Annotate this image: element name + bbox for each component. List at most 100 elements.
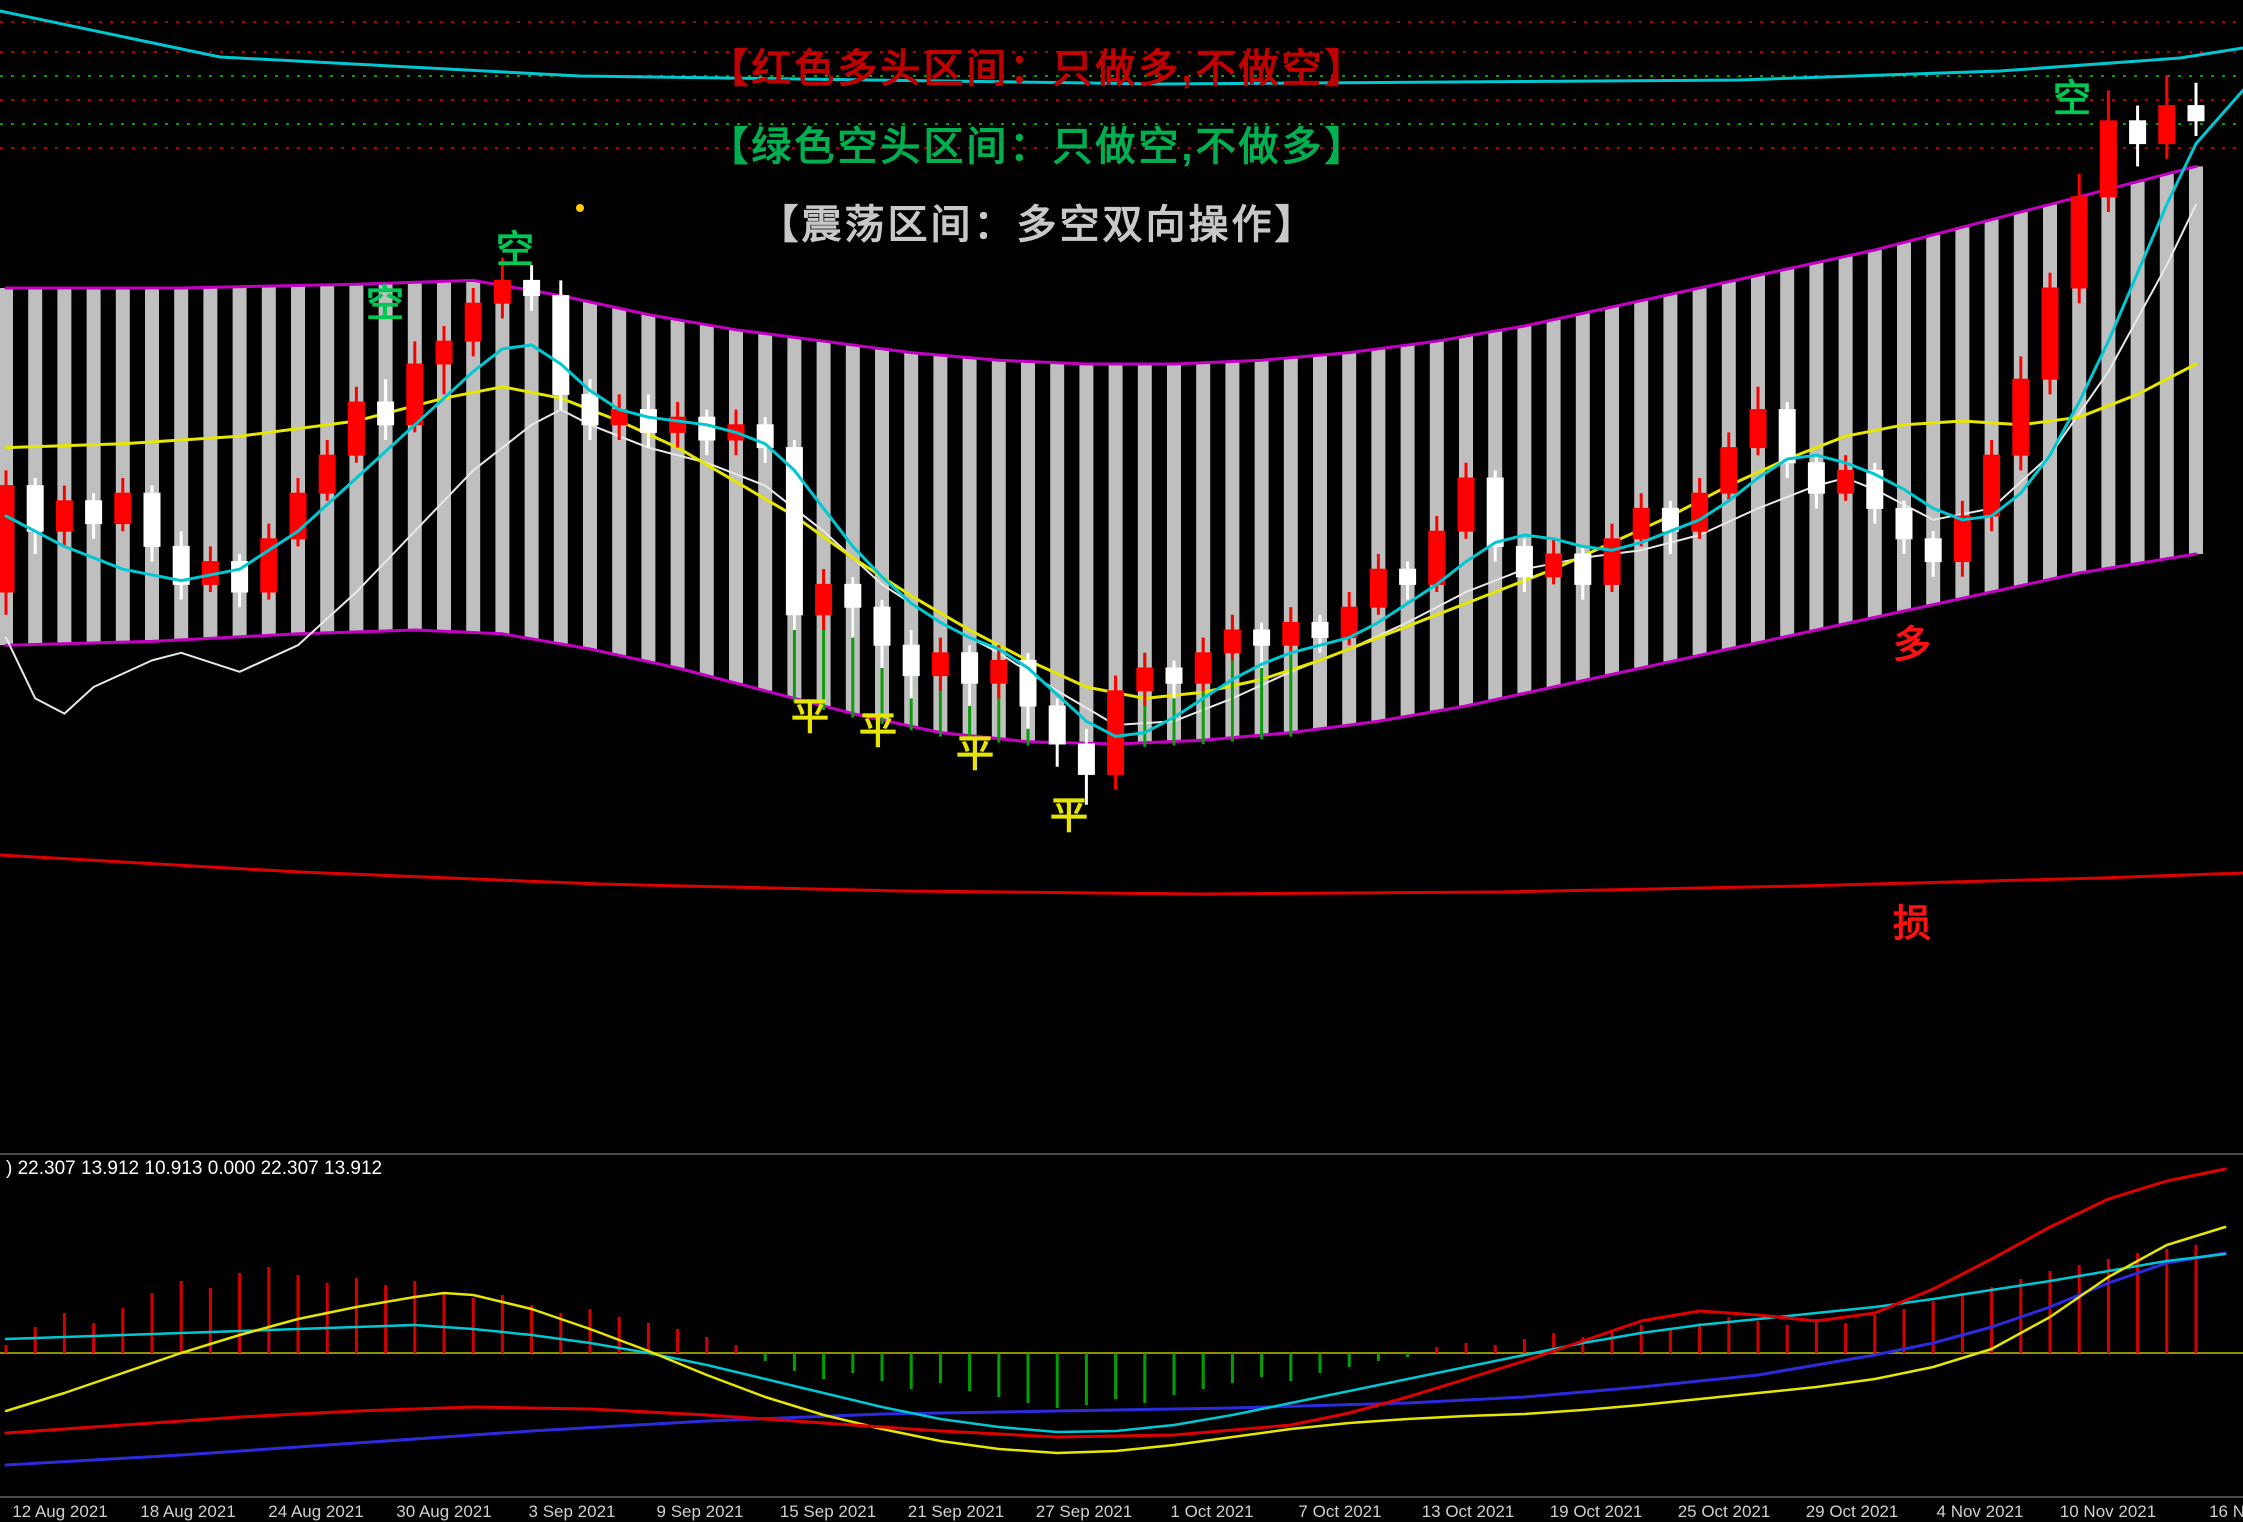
- zone-label: 损: [1892, 903, 1932, 946]
- band-bar: [1867, 250, 1882, 618]
- zone-label: 平: [1049, 795, 1089, 838]
- date-label: 13 Oct 2021: [1421, 1502, 1515, 1521]
- band-bar: [1313, 355, 1327, 729]
- band-bar: [1108, 364, 1123, 744]
- candle: [2158, 105, 2176, 145]
- candle: [26, 485, 44, 532]
- band-bar: [845, 345, 860, 714]
- band-bar: [729, 329, 743, 684]
- candle: [990, 659, 1008, 684]
- candle: [1983, 454, 2001, 517]
- date-label: 21 Sep 2021: [907, 1502, 1005, 1521]
- band-bar: [437, 281, 451, 632]
- date-label: 12 Aug 2021: [12, 1502, 108, 1521]
- candle: [902, 644, 920, 677]
- candle: [1077, 743, 1095, 775]
- band-bar: [378, 283, 393, 631]
- band-bar: [407, 282, 422, 630]
- candle: [1603, 538, 1621, 585]
- candle: [493, 279, 511, 304]
- date-label: 18 Aug 2021: [140, 1502, 236, 1521]
- date-label: 7 Oct 2021: [1298, 1502, 1382, 1521]
- ma-yellow: [4, 362, 2198, 700]
- candle: [2070, 196, 2088, 289]
- indicator-line-blue: [4, 1251, 2227, 1467]
- band-bar: [1021, 361, 1035, 742]
- band-bar: [1196, 362, 1211, 741]
- annotation-bear-zone: 【绿色空头区间：只做空,不做多】: [708, 125, 1368, 169]
- band-bar: [291, 285, 305, 634]
- candle: [1866, 469, 1884, 509]
- candle: [581, 393, 599, 426]
- candle: [1778, 409, 1796, 464]
- annotation-range-zone: 【震荡区间：多空双向操作】: [758, 203, 1318, 247]
- candle: [464, 302, 482, 342]
- date-label: 27 Sep 2021: [1035, 1502, 1133, 1521]
- zone-label: 空: [365, 283, 405, 326]
- candle: [1924, 538, 1942, 563]
- candle: [1486, 477, 1504, 547]
- band-bar: [1692, 288, 1707, 656]
- candle: [1545, 553, 1563, 578]
- date-label: 4 Nov 2021: [1936, 1502, 2024, 1521]
- candle: [1223, 629, 1241, 654]
- candle: [1457, 477, 1475, 532]
- band-bar: [1371, 348, 1386, 722]
- band-bar: [1342, 352, 1357, 725]
- date-label: 24 Aug 2021: [268, 1502, 364, 1521]
- band-bar: [583, 301, 597, 649]
- band-bar: [2130, 181, 2145, 564]
- candle: [1720, 447, 1738, 494]
- band-bar: [1517, 326, 1532, 694]
- band-bar: [1167, 364, 1181, 742]
- candle: [347, 401, 365, 456]
- date-label: 3 Sep 2021: [528, 1502, 616, 1521]
- band-bar: [1634, 300, 1649, 668]
- candle: [1632, 507, 1650, 540]
- zone-label: 多: [1892, 624, 1932, 667]
- band-bar: [670, 319, 685, 668]
- band-bar: [1955, 227, 1970, 599]
- date-label: 25 Oct 2021: [1677, 1502, 1771, 1521]
- date-label: 9 Sep 2021: [656, 1502, 744, 1521]
- band-bar: [145, 288, 159, 642]
- candle: [2187, 105, 2205, 122]
- band-bar: [612, 308, 627, 656]
- candle: [2012, 378, 2030, 456]
- candle: [2129, 120, 2147, 145]
- annotation-bull-zone: 【红色多头区间：只做多,不做空】: [708, 47, 1368, 91]
- band-bar: [699, 324, 714, 676]
- band-bar: [57, 288, 72, 644]
- candle: [1691, 492, 1709, 532]
- signal-dot: [576, 204, 584, 212]
- date-label: 16 Nov: [2209, 1502, 2243, 1521]
- candle: [815, 583, 833, 616]
- band-bar: [1984, 219, 1999, 592]
- candle: [1895, 507, 1913, 540]
- band-bar: [1050, 362, 1065, 743]
- candle: [639, 409, 657, 433]
- candle: [406, 363, 424, 426]
- candle: [435, 340, 453, 365]
- date-label: 29 Oct 2021: [1805, 1502, 1899, 1521]
- band-bar: [2072, 196, 2087, 574]
- date-label: 1 Oct 2021: [1170, 1502, 1254, 1521]
- band-bar: [1400, 345, 1415, 717]
- candle: [523, 279, 541, 297]
- band-bar: [2159, 174, 2174, 559]
- candle: [1194, 652, 1212, 684]
- band-bar: [495, 285, 510, 634]
- zone-label: 空: [2052, 78, 2092, 121]
- candle: [1282, 621, 1300, 646]
- indicator-values-text: ) 22.307 13.912 10.913 0.000 22.307 13.9…: [6, 1158, 383, 1179]
- band-bar: [2101, 189, 2116, 569]
- candle: [552, 295, 570, 395]
- date-label: 10 Nov 2021: [2059, 1502, 2157, 1521]
- band-bar: [904, 352, 919, 727]
- band-bar: [203, 287, 218, 639]
- candle: [143, 492, 161, 547]
- band-bar: [28, 288, 43, 645]
- band-bar: [1838, 256, 1853, 624]
